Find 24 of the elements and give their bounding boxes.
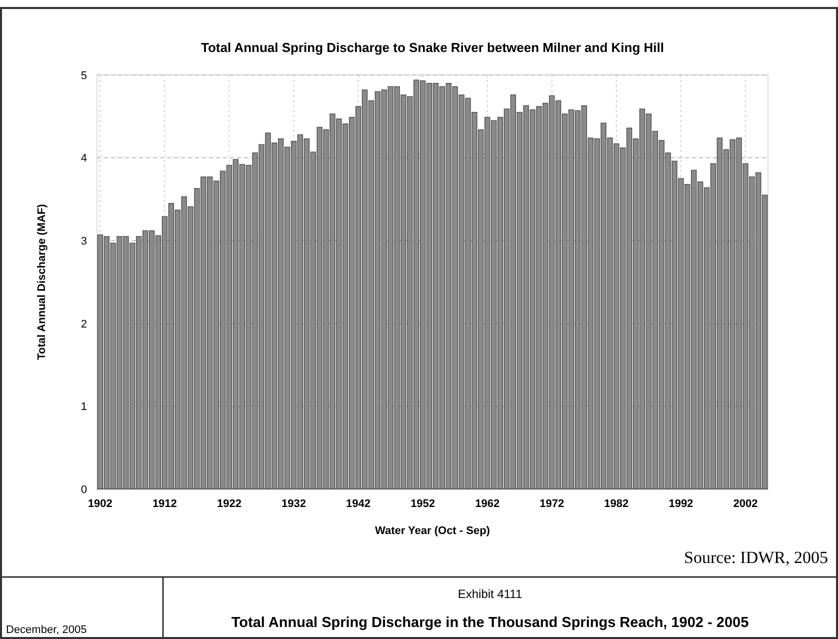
text: Total Annual Spring Discharge in the Thousand Springs Reach, 1902 - 2005 — [231, 615, 749, 631]
x-tick-label: 1952 — [410, 498, 436, 510]
x-tick-label: 1972 — [540, 498, 564, 510]
x-axis-title: Water Year (Oct - Sep) — [375, 525, 490, 537]
chart-title: Total Annual Spring Discharge to Snake River between Milner and King Hill — [200, 40, 664, 55]
y-tick-label: 3 — [80, 235, 87, 248]
x-tick-label: 1932 — [282, 498, 306, 510]
y-tick-label: 0 — [80, 484, 87, 496]
x-tick-label: 1902 — [88, 498, 112, 510]
x-tick-label: 2002 — [733, 498, 758, 510]
y-tick-label: 2 — [80, 318, 87, 330]
x-tick-label: 1942 — [346, 498, 371, 510]
x-tick-label: 1962 — [475, 498, 500, 510]
y-axis-title: Total Annual Discharge (MAF) — [36, 204, 48, 360]
text: December, 2005 — [6, 624, 87, 636]
y-tick-label: 4 — [80, 152, 87, 165]
x-tick-label: 1992 — [668, 498, 694, 510]
y-tick-label: 5 — [80, 70, 87, 82]
x-tick-label: 1912 — [152, 498, 177, 510]
x-tick-label: 1922 — [216, 498, 242, 510]
source-note: Source: IDWR, 2005 — [684, 548, 828, 567]
text: Exhibit 4111 — [458, 587, 522, 601]
x-tick-label: 1982 — [604, 498, 629, 510]
y-tick-label: 1 — [80, 401, 87, 414]
